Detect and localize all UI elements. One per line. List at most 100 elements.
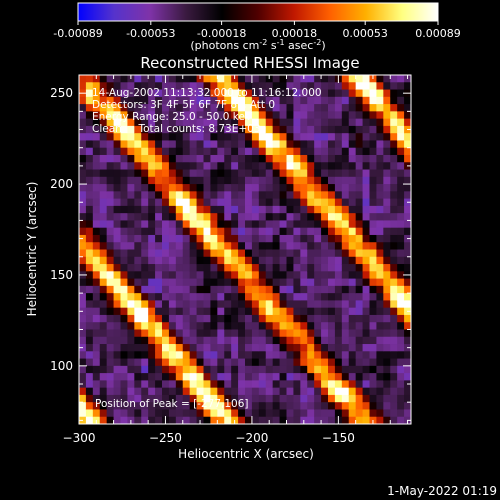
heatmap-cell: [196, 344, 204, 352]
heatmap-cell: [348, 176, 357, 185]
heatmap-cell: [120, 365, 128, 374]
heatmap-cell: [182, 402, 191, 410]
heatmap-cell: [404, 358, 411, 367]
heatmap-cell: [355, 329, 364, 338]
heatmap-cell: [189, 358, 198, 367]
heatmap-cell: [321, 213, 329, 221]
heatmap-cell: [175, 336, 184, 345]
heatmap-cell: [175, 96, 184, 105]
heatmap-cell: [383, 227, 391, 236]
heatmap-cell: [168, 96, 177, 105]
heatmap-cell: [321, 380, 329, 389]
heatmap-cell: [369, 176, 377, 185]
colorbar-tick-label: 0.00053: [342, 27, 388, 40]
heatmap-cell: [134, 380, 142, 389]
heatmap-cell: [148, 336, 156, 345]
heatmap-cell: [141, 184, 149, 192]
heatmap-cell: [376, 314, 384, 323]
heatmap-cell: [141, 336, 149, 345]
heatmap-cell: [127, 242, 135, 250]
heatmap-cell: [155, 133, 163, 141]
heatmap-cell: [383, 416, 391, 424]
heatmap-cell: [328, 373, 336, 381]
heatmap-cell: [383, 147, 391, 156]
heatmap-cell: [404, 365, 411, 374]
heatmap-cell: [376, 184, 384, 192]
heatmap-cell: [217, 154, 225, 163]
heatmap-cell: [99, 213, 108, 221]
heatmap-cell: [79, 96, 87, 105]
heatmap-cell: [106, 380, 115, 389]
heatmap-cell: [334, 264, 343, 272]
heatmap-cell: [85, 365, 94, 374]
heatmap-cell: [334, 380, 343, 389]
heatmap-cell: [85, 184, 94, 192]
heatmap-cell: [182, 82, 191, 91]
heatmap-cell: [217, 365, 225, 374]
heatmap-cell: [390, 118, 398, 127]
heatmap-cell: [148, 133, 156, 141]
heatmap-cell: [355, 322, 364, 330]
heatmap-cell: [238, 249, 246, 258]
heatmap-cell: [397, 278, 405, 287]
heatmap-cell: [293, 140, 301, 149]
heatmap-cell: [148, 205, 156, 214]
heatmap-cell: [258, 176, 267, 185]
heatmap-cell: [369, 104, 377, 112]
heatmap-cell: [106, 322, 115, 330]
heatmap-cell: [113, 198, 121, 207]
heatmap-cell: [217, 140, 225, 149]
heatmap-cell: [355, 387, 364, 396]
heatmap-cell: [175, 154, 184, 163]
heatmap-cell: [210, 118, 218, 127]
heatmap-cell: [217, 344, 225, 352]
heatmap-cell: [369, 380, 377, 389]
heatmap-cell: [328, 220, 336, 229]
heatmap-cell: [286, 278, 294, 287]
heatmap-cell: [383, 344, 391, 352]
heatmap-cell: [99, 169, 108, 178]
heatmap-cell: [231, 234, 239, 243]
heatmap-cell: [189, 118, 198, 127]
heatmap-cell: [217, 205, 225, 214]
heatmap-cell: [300, 184, 308, 192]
heatmap-cell: [362, 89, 370, 98]
heatmap-cell: [286, 205, 294, 214]
heatmap-cell: [238, 96, 246, 105]
heatmap-cell: [203, 344, 211, 352]
heatmap-cell: [341, 256, 350, 265]
heatmap-cell: [245, 125, 253, 134]
heatmap-cell: [210, 351, 218, 360]
heatmap-cell: [251, 373, 260, 381]
heatmap-cell: [369, 125, 377, 134]
heatmap-cell: [404, 147, 411, 156]
heatmap-cell: [293, 82, 301, 91]
heatmap-cell: [79, 336, 87, 345]
heatmap-cell: [175, 373, 184, 381]
heatmap-cell: [404, 394, 411, 403]
heatmap-cell: [224, 140, 232, 149]
heatmap-cell: [321, 162, 329, 171]
heatmap-cell: [251, 314, 260, 323]
heatmap-cell: [113, 169, 121, 178]
heatmap-cell: [99, 365, 108, 374]
heatmap-cell: [134, 307, 142, 316]
heatmap-cell: [293, 154, 301, 163]
heatmap-cell: [217, 293, 225, 301]
heatmap-cell: [148, 409, 156, 418]
heatmap-cell: [106, 213, 115, 221]
heatmap-cell: [307, 322, 315, 330]
heatmap-cell: [113, 293, 121, 301]
heatmap-cell: [92, 133, 101, 141]
colorbar-tick-label: -0.00089: [53, 27, 102, 40]
heatmap-cell: [162, 322, 170, 330]
heatmap-cell: [279, 373, 287, 381]
heatmap-cell: [245, 191, 253, 200]
heatmap-cell: [258, 82, 267, 91]
heatmap-cell: [355, 169, 364, 178]
heatmap-cell: [258, 234, 267, 243]
heatmap-cell: [265, 285, 274, 294]
heatmap-cell: [238, 147, 246, 156]
heatmap-cell: [141, 227, 149, 236]
heatmap-cell: [134, 111, 142, 120]
